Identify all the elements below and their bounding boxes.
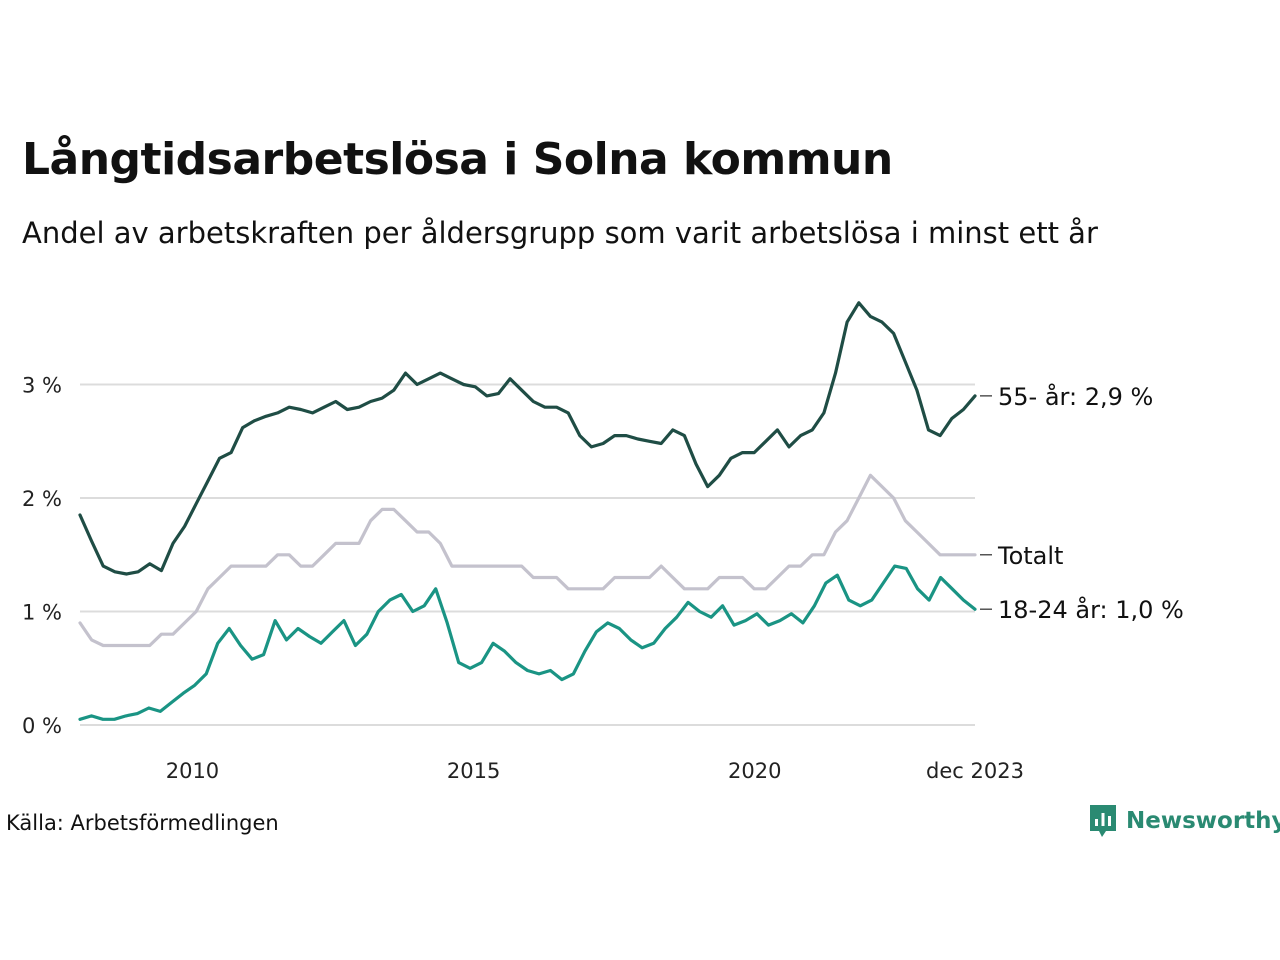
end-labels: 55- år: 2,9 % Totalt 18-24 år: 1,0 %: [980, 382, 1184, 624]
y-tick-label: 0 %: [22, 714, 62, 738]
source-note: Källa: Arbetsförmedlingen: [6, 811, 279, 835]
chart-title: Långtidsarbetslösa i Solna kommun: [22, 134, 893, 185]
series-line-1: [78, 473, 977, 648]
y-tick-label: 2 %: [22, 487, 62, 511]
end-label-2: 18-24 år: 1,0 %: [998, 595, 1184, 624]
x-tick-label: 2020: [728, 759, 781, 783]
axis-ticks: 0 % 1 % 2 % 3 % 2010 2015 2020 dec 2023: [22, 374, 1024, 784]
y-tick-label: 3 %: [22, 374, 62, 398]
series-line-0: [78, 301, 977, 576]
y-tick-label: 1 %: [22, 601, 62, 625]
bar-chart-icon: [1090, 805, 1116, 837]
x-tick-label: 2010: [166, 759, 219, 783]
series-lines: [78, 301, 977, 721]
x-tick-label: dec 2023: [926, 759, 1024, 783]
chart-subtitle: Andel av arbetskraften per åldersgrupp s…: [22, 216, 1098, 250]
end-label-0: 55- år: 2,9 %: [998, 382, 1153, 411]
brand-name: Newsworthy: [1126, 808, 1280, 834]
brand-logo: Newsworthy: [1088, 803, 1280, 839]
series-line-2: [78, 564, 977, 721]
x-tick-label: 2015: [447, 759, 500, 783]
end-label-1: Totalt: [997, 542, 1063, 570]
gridlines: [80, 383, 975, 726]
